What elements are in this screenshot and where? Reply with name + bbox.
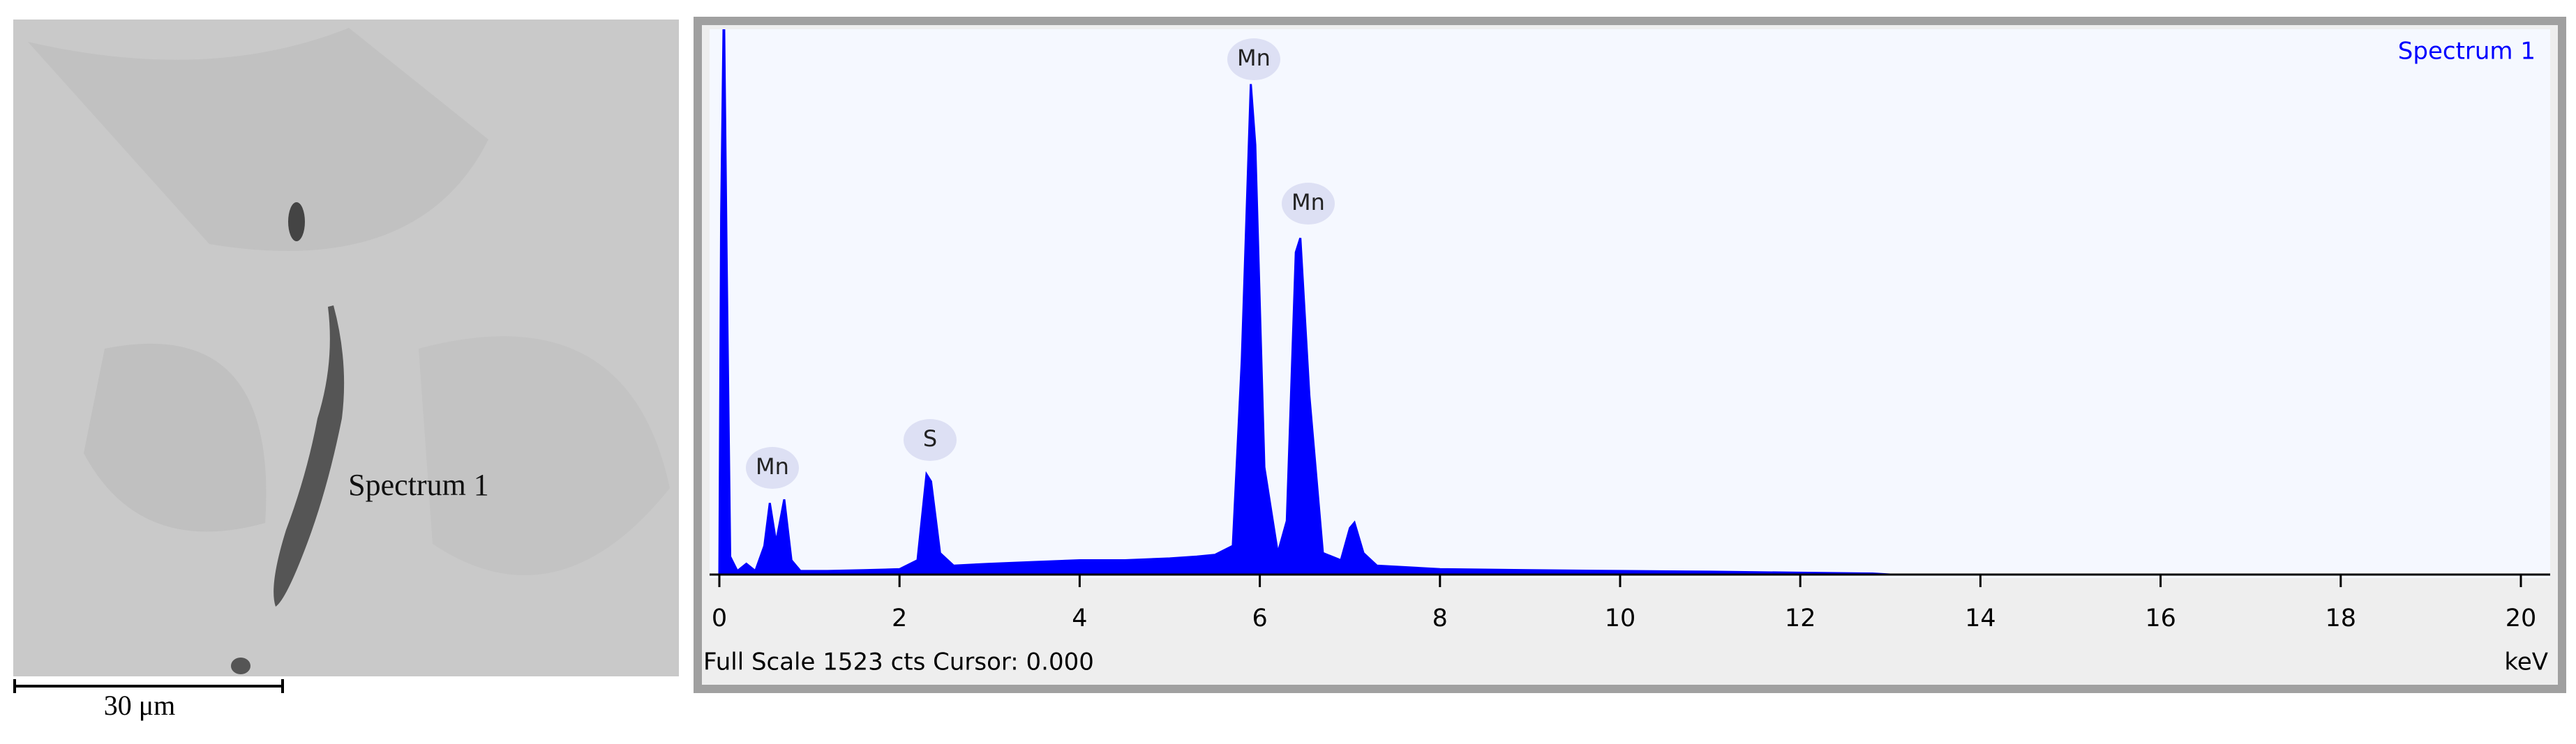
peak-label-badge — [1282, 183, 1335, 225]
legend-label: Spectrum 1 — [2398, 38, 2536, 66]
footer-status: Full Scale 1523 cts Cursor: 0.000 — [703, 648, 1094, 676]
plot: 0 2 4 6 8 10 12 14 16 18 20 Mn Mn S Mn — [710, 29, 2550, 632]
micrograph: Spectrum 1 — [13, 20, 679, 676]
x-tick-label: 6 — [1252, 605, 1267, 632]
peak-label: S — [923, 425, 937, 452]
grain — [84, 343, 267, 532]
grain — [419, 336, 670, 575]
peak-label: Mn — [1291, 189, 1325, 215]
peak-label: Mn — [1237, 45, 1271, 71]
plot-area — [710, 29, 2550, 578]
x-tick-label: 4 — [1072, 605, 1087, 632]
spectrum-site-label: Spectrum 1 — [348, 468, 489, 502]
inclusion — [274, 305, 345, 607]
x-tick-label: 8 — [1432, 605, 1448, 632]
x-tick-label: 14 — [1965, 605, 1996, 632]
spectrum-area — [718, 29, 2521, 576]
x-tick-label: 20 — [2506, 605, 2537, 632]
x-unit-label: keV — [2504, 648, 2548, 676]
inclusion — [231, 658, 250, 674]
grain — [28, 28, 488, 251]
inclusion — [288, 202, 305, 241]
x-tick-label: 10 — [1605, 605, 1636, 632]
x-tick-label: 2 — [892, 605, 907, 632]
peak-label-badge — [1227, 38, 1280, 80]
x-tick-label: 18 — [2326, 605, 2357, 632]
spectrum — [718, 29, 2521, 576]
scale-bar-label: 30 μm — [104, 690, 176, 721]
x-tick-label: 12 — [1785, 605, 1816, 632]
peak-label-badge — [904, 419, 957, 461]
peak-label-badge — [746, 447, 799, 489]
x-tick-label: 0 — [712, 605, 727, 632]
peak-label: Mn — [756, 453, 789, 480]
x-tick-label: 16 — [2145, 605, 2176, 632]
